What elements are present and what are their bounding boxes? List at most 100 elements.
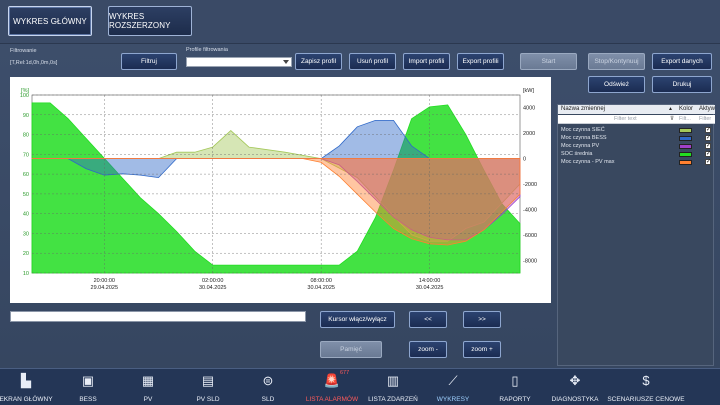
left-tick-label: 100	[20, 93, 29, 99]
variable-active-checkbox[interactable]	[705, 142, 711, 149]
nav-event-list[interactable]: ▥ LISTA ZDARZEŃ	[365, 369, 421, 405]
import-profile-button[interactable]: Import profili	[403, 53, 450, 70]
cursor-toggle-button[interactable]: Kursor włącz/wyłącz	[320, 311, 395, 328]
nav-pv-sld[interactable]: ▤ PV SLD	[188, 369, 228, 405]
variable-name: Moc czynna SIEĆ	[561, 127, 605, 133]
filter-active-input[interactable]: Filter	[699, 116, 712, 122]
nav-diagnostics[interactable]: ✥ DIAGNOSTYKA	[549, 369, 601, 405]
start-button[interactable]: Start	[520, 53, 577, 70]
filter-label: Filtrowanie	[10, 48, 37, 54]
x-tick-time: 14:00:00	[419, 278, 440, 284]
left-tick-label: 60	[23, 172, 29, 178]
series-area-1	[31, 130, 521, 242]
variable-row[interactable]: Moc czynna - PV max	[558, 158, 715, 167]
filter-button[interactable]: Filtruj	[121, 53, 177, 70]
chevron-down-icon	[283, 60, 289, 64]
right-tick-label: -6000	[523, 233, 537, 239]
right-axis-unit: [kW]	[523, 88, 534, 94]
right-tick-label: -8000	[523, 258, 537, 264]
top-tabbar: WYKRES GŁÓWNY WYKRES ROZSZERZONY	[0, 0, 720, 44]
variable-active-checkbox[interactable]	[705, 158, 711, 165]
power-soc-chart[interactable]: 10 20 30 40 50 60 70 80 90 100 -8000 -6000 -4000 -200…	[10, 77, 551, 303]
x-tick-date: 30.04.2025	[307, 285, 335, 291]
variable-active-checkbox[interactable]	[705, 126, 711, 133]
battery-icon: ▣	[81, 373, 95, 388]
export-profile-button[interactable]: Export profili	[457, 53, 504, 70]
profile-select[interactable]	[186, 57, 292, 67]
transformer-icon: ⊜	[262, 373, 274, 388]
variables-panel: Nazwa zmiennej ▲ Kolor Aktyw Filter text…	[557, 104, 716, 366]
pv-sld-icon: ▤	[201, 373, 215, 388]
variable-active-checkbox[interactable]	[705, 134, 711, 141]
right-tick-label: 2000	[523, 131, 535, 137]
left-tick-label: 80	[23, 133, 29, 139]
refresh-button[interactable]: Odśwież	[588, 76, 645, 93]
solar-panel-icon: ▦	[141, 373, 155, 388]
nav-label: LISTA ZDARZEŃ	[368, 396, 418, 403]
filter-icon[interactable]: ⊽	[670, 116, 675, 122]
tab-extended-chart[interactable]: WYKRES ROZSZERZONY	[108, 6, 192, 36]
report-icon: ▯	[511, 373, 519, 388]
variable-color-swatch[interactable]	[679, 160, 692, 165]
save-profile-button[interactable]: Zapisz profil	[295, 53, 342, 70]
memory-button[interactable]: Pamięć	[320, 341, 382, 358]
variable-row[interactable]: Moc czynna PV	[558, 142, 715, 151]
nav-price-scenarios[interactable]: $ SCENARIUSZE CENOWE	[605, 369, 687, 405]
sort-icon[interactable]: ▲	[668, 106, 673, 112]
cursor-next-button[interactable]: >>	[463, 311, 501, 328]
zoom-out-button[interactable]: zoom -	[409, 341, 447, 358]
filter-color-input[interactable]: Filt...	[679, 116, 691, 122]
filter-expression: [T,Rel:1d,0h,0m,0s]	[10, 60, 58, 66]
right-tick-label: -2000	[523, 182, 537, 188]
chart-panel[interactable]: 10 20 30 40 50 60 70 80 90 100 -8000 -6000 -4000 -200…	[10, 77, 551, 303]
stop-continue-button[interactable]: Stop/Kontynuuj	[588, 53, 645, 70]
variable-active-checkbox[interactable]	[705, 150, 711, 157]
list-icon: ▥	[386, 373, 400, 388]
print-button[interactable]: Drukuj	[652, 76, 712, 93]
nav-charts[interactable]: ⟋ WYKRESY	[430, 369, 476, 405]
diagnostics-icon: ✥	[569, 373, 581, 388]
chart-scrollbar[interactable]	[10, 311, 306, 322]
left-tick-label: 90	[23, 113, 29, 119]
export-data-button[interactable]: Export danych	[652, 53, 712, 70]
filter-text-input[interactable]: Filter text	[614, 116, 637, 122]
nav-label: SLD	[261, 396, 275, 403]
x-tick-date: 30.04.2025	[416, 285, 444, 291]
variable-row[interactable]: Moc czynna SIEĆ	[558, 126, 715, 135]
nav-label: WYKRESY	[436, 396, 470, 403]
nav-label: LISTA ALARMÓW	[305, 396, 359, 403]
nav-label: SCENARIUSZE CENOWE	[607, 396, 685, 403]
nav-main-screen[interactable]: ▙ EKRAN GŁÓWNY	[0, 369, 53, 405]
variable-row[interactable]: Moc czynna BESS	[558, 134, 715, 143]
right-tick-label: 0	[523, 157, 526, 163]
x-tick-date: 29.04.2025	[91, 285, 119, 291]
nav-alarm-list[interactable]: 🚨 LISTA ALARMÓW 677	[304, 369, 360, 405]
col-active[interactable]: Aktyw	[699, 106, 716, 112]
nav-label: RAPORTY	[499, 396, 531, 403]
variable-color-swatch[interactable]	[679, 152, 692, 157]
variable-color-swatch[interactable]	[679, 136, 692, 141]
left-tick-label: 10	[23, 271, 29, 277]
nav-bess[interactable]: ▣ BESS	[68, 369, 108, 405]
variable-row[interactable]: SOC średnia	[558, 150, 715, 159]
variable-color-swatch[interactable]	[679, 144, 692, 149]
profile-label: Profile filtrowania	[186, 47, 228, 53]
nav-pv[interactable]: ▦ PV	[128, 369, 168, 405]
col-variable-name[interactable]: Nazwa zmiennej	[561, 106, 606, 112]
bottom-navigation: ▙ EKRAN GŁÓWNY ▣ BESS ▦ PV ▤ PV SLD ⊜ SLD 🚨 LISTA A…	[0, 368, 720, 405]
delete-profile-button[interactable]: Usuń profil	[349, 53, 396, 70]
price-icon: $	[642, 373, 650, 388]
nav-reports[interactable]: ▯ RAPORTY	[493, 369, 537, 405]
zoom-in-button[interactable]: zoom +	[463, 341, 501, 358]
variable-name: Moc czynna BESS	[561, 135, 607, 141]
col-color[interactable]: Kolor	[679, 106, 694, 112]
left-axis-unit: [%]	[21, 88, 29, 94]
variable-color-swatch[interactable]	[679, 128, 692, 133]
variables-filter-row[interactable]: Filter text ⊽ Filt... Filter	[558, 115, 715, 124]
series-area-4	[31, 158, 521, 246]
tab-main-chart[interactable]: WYKRES GŁÓWNY	[8, 6, 92, 36]
cursor-prev-button[interactable]: <<	[409, 311, 447, 328]
alarm-count-badge: 677	[340, 370, 350, 376]
nav-sld[interactable]: ⊜ SLD	[248, 369, 288, 405]
nav-label: PV	[143, 396, 153, 403]
